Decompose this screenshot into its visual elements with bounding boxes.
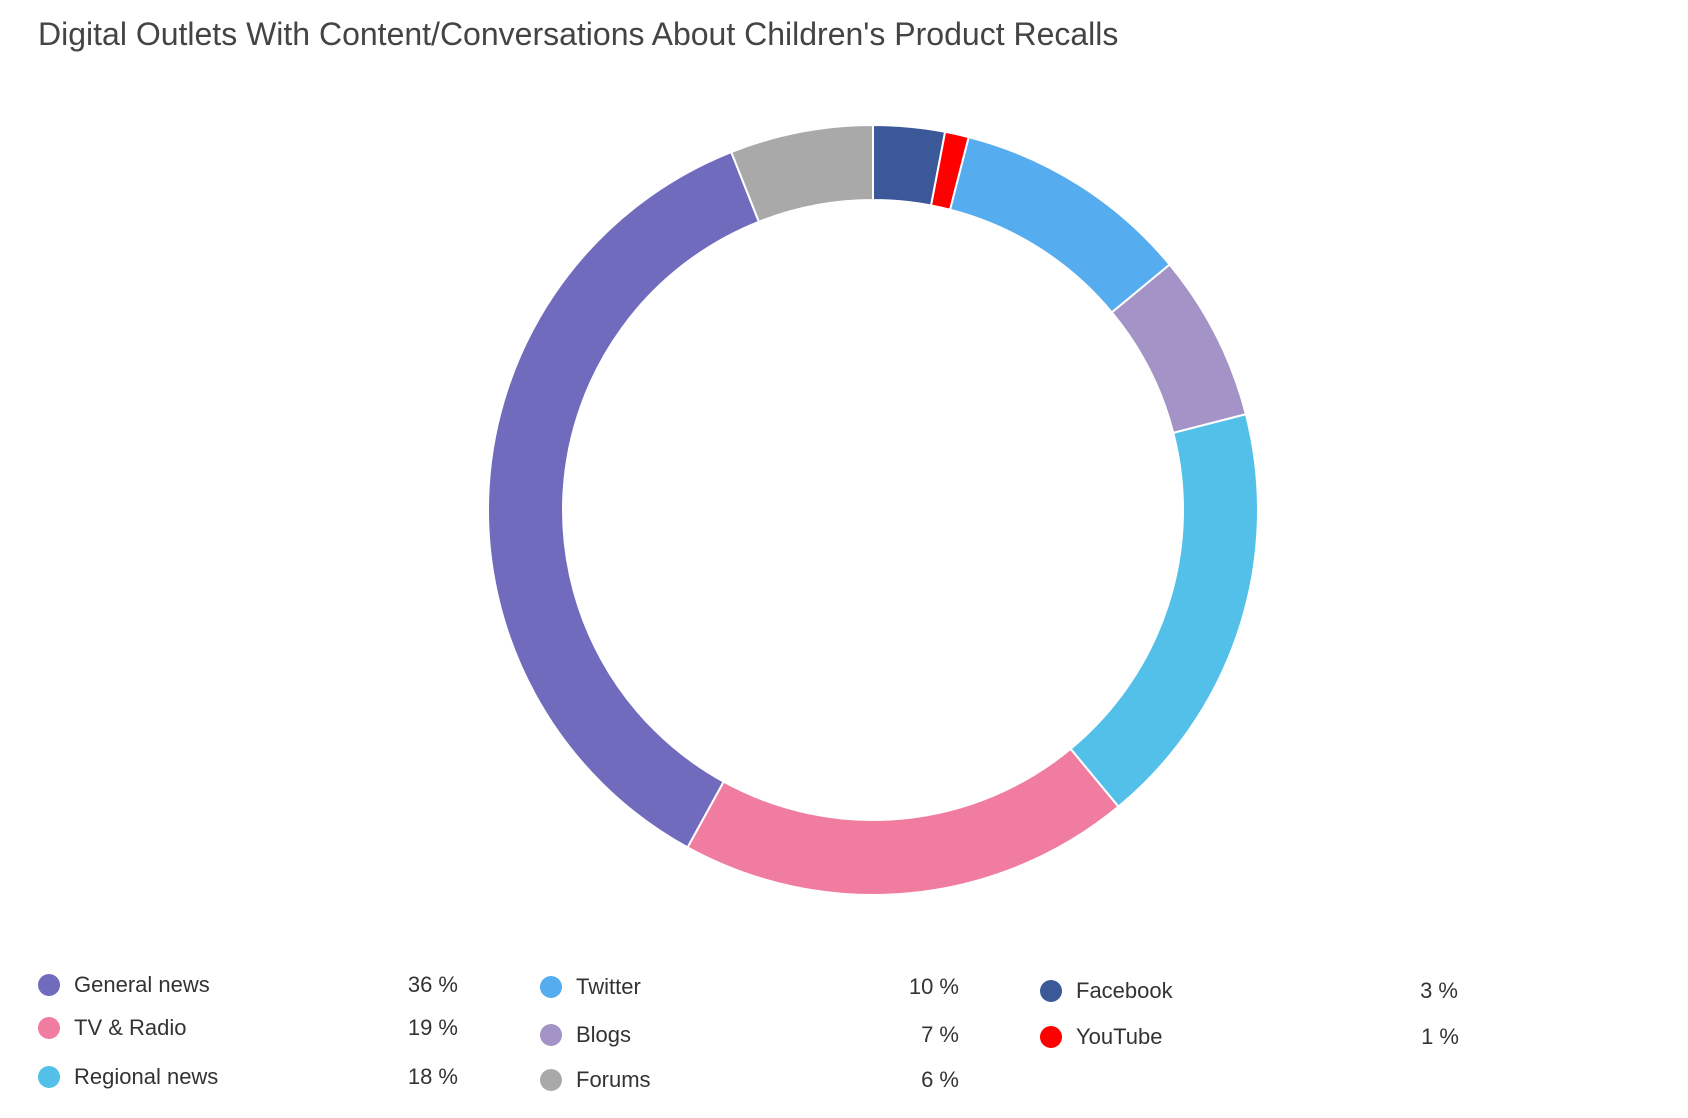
legend-item-forums[interactable]: Forums 6 % [540,1065,959,1095]
donut-slice-forums[interactable] [729,123,874,224]
legend-value: 6 % [921,1067,959,1092]
legend-label: Forums [576,1067,651,1092]
legend-value: 7 % [921,1022,959,1047]
chart-title: Digital Outlets With Content/Conversatio… [38,16,1119,52]
legend-item-blogs[interactable]: Blogs 7 % [540,1020,959,1050]
legend-item-general-news[interactable]: General news 36 % [38,970,458,1000]
legend-swatch-general-news [38,974,60,996]
legend-value: 19 % [407,1015,458,1040]
donut-slice-regional-news[interactable] [1069,413,1259,809]
legend-item-twitter[interactable]: Twitter 10 % [540,972,959,1002]
legend-item-youtube[interactable]: YouTube 1 % [1040,1022,1459,1052]
legend-value: 36 % [407,972,458,997]
legend-label: General news [74,972,210,997]
legend-label: Twitter [576,974,641,999]
legend-label: YouTube [1076,1024,1163,1049]
legend-label: Regional news [74,1064,219,1089]
legend-item-facebook[interactable]: Facebook 3 % [1040,976,1458,1006]
legend-value: 10 % [908,974,959,999]
legend-label: Facebook [1076,978,1173,1003]
legend-value: 3 % [1420,978,1458,1003]
legend-item-regional-news[interactable]: Regional news 18 % [38,1062,458,1092]
legend-value: 18 % [407,1064,458,1089]
legend-swatch-twitter [540,976,562,998]
legend-label: Blogs [576,1022,632,1047]
legend-swatch-tv-radio [38,1017,60,1039]
donut-slice-twitter[interactable] [948,135,1172,314]
legend-swatch-regional-news [38,1066,60,1088]
legend-value: 1 % [1421,1024,1459,1049]
donut-slice-tv-radio[interactable] [686,747,1120,896]
legend-item-tv-radio[interactable]: TV & Radio 19 % [38,1013,458,1043]
legend-label: TV & Radio [74,1015,187,1040]
donut-slice-general-news[interactable] [487,150,761,849]
legend-swatch-forums [540,1069,562,1091]
legend-swatch-facebook [1040,980,1062,1002]
legend-swatch-youtube [1040,1026,1062,1048]
legend-swatch-blogs [540,1024,562,1046]
